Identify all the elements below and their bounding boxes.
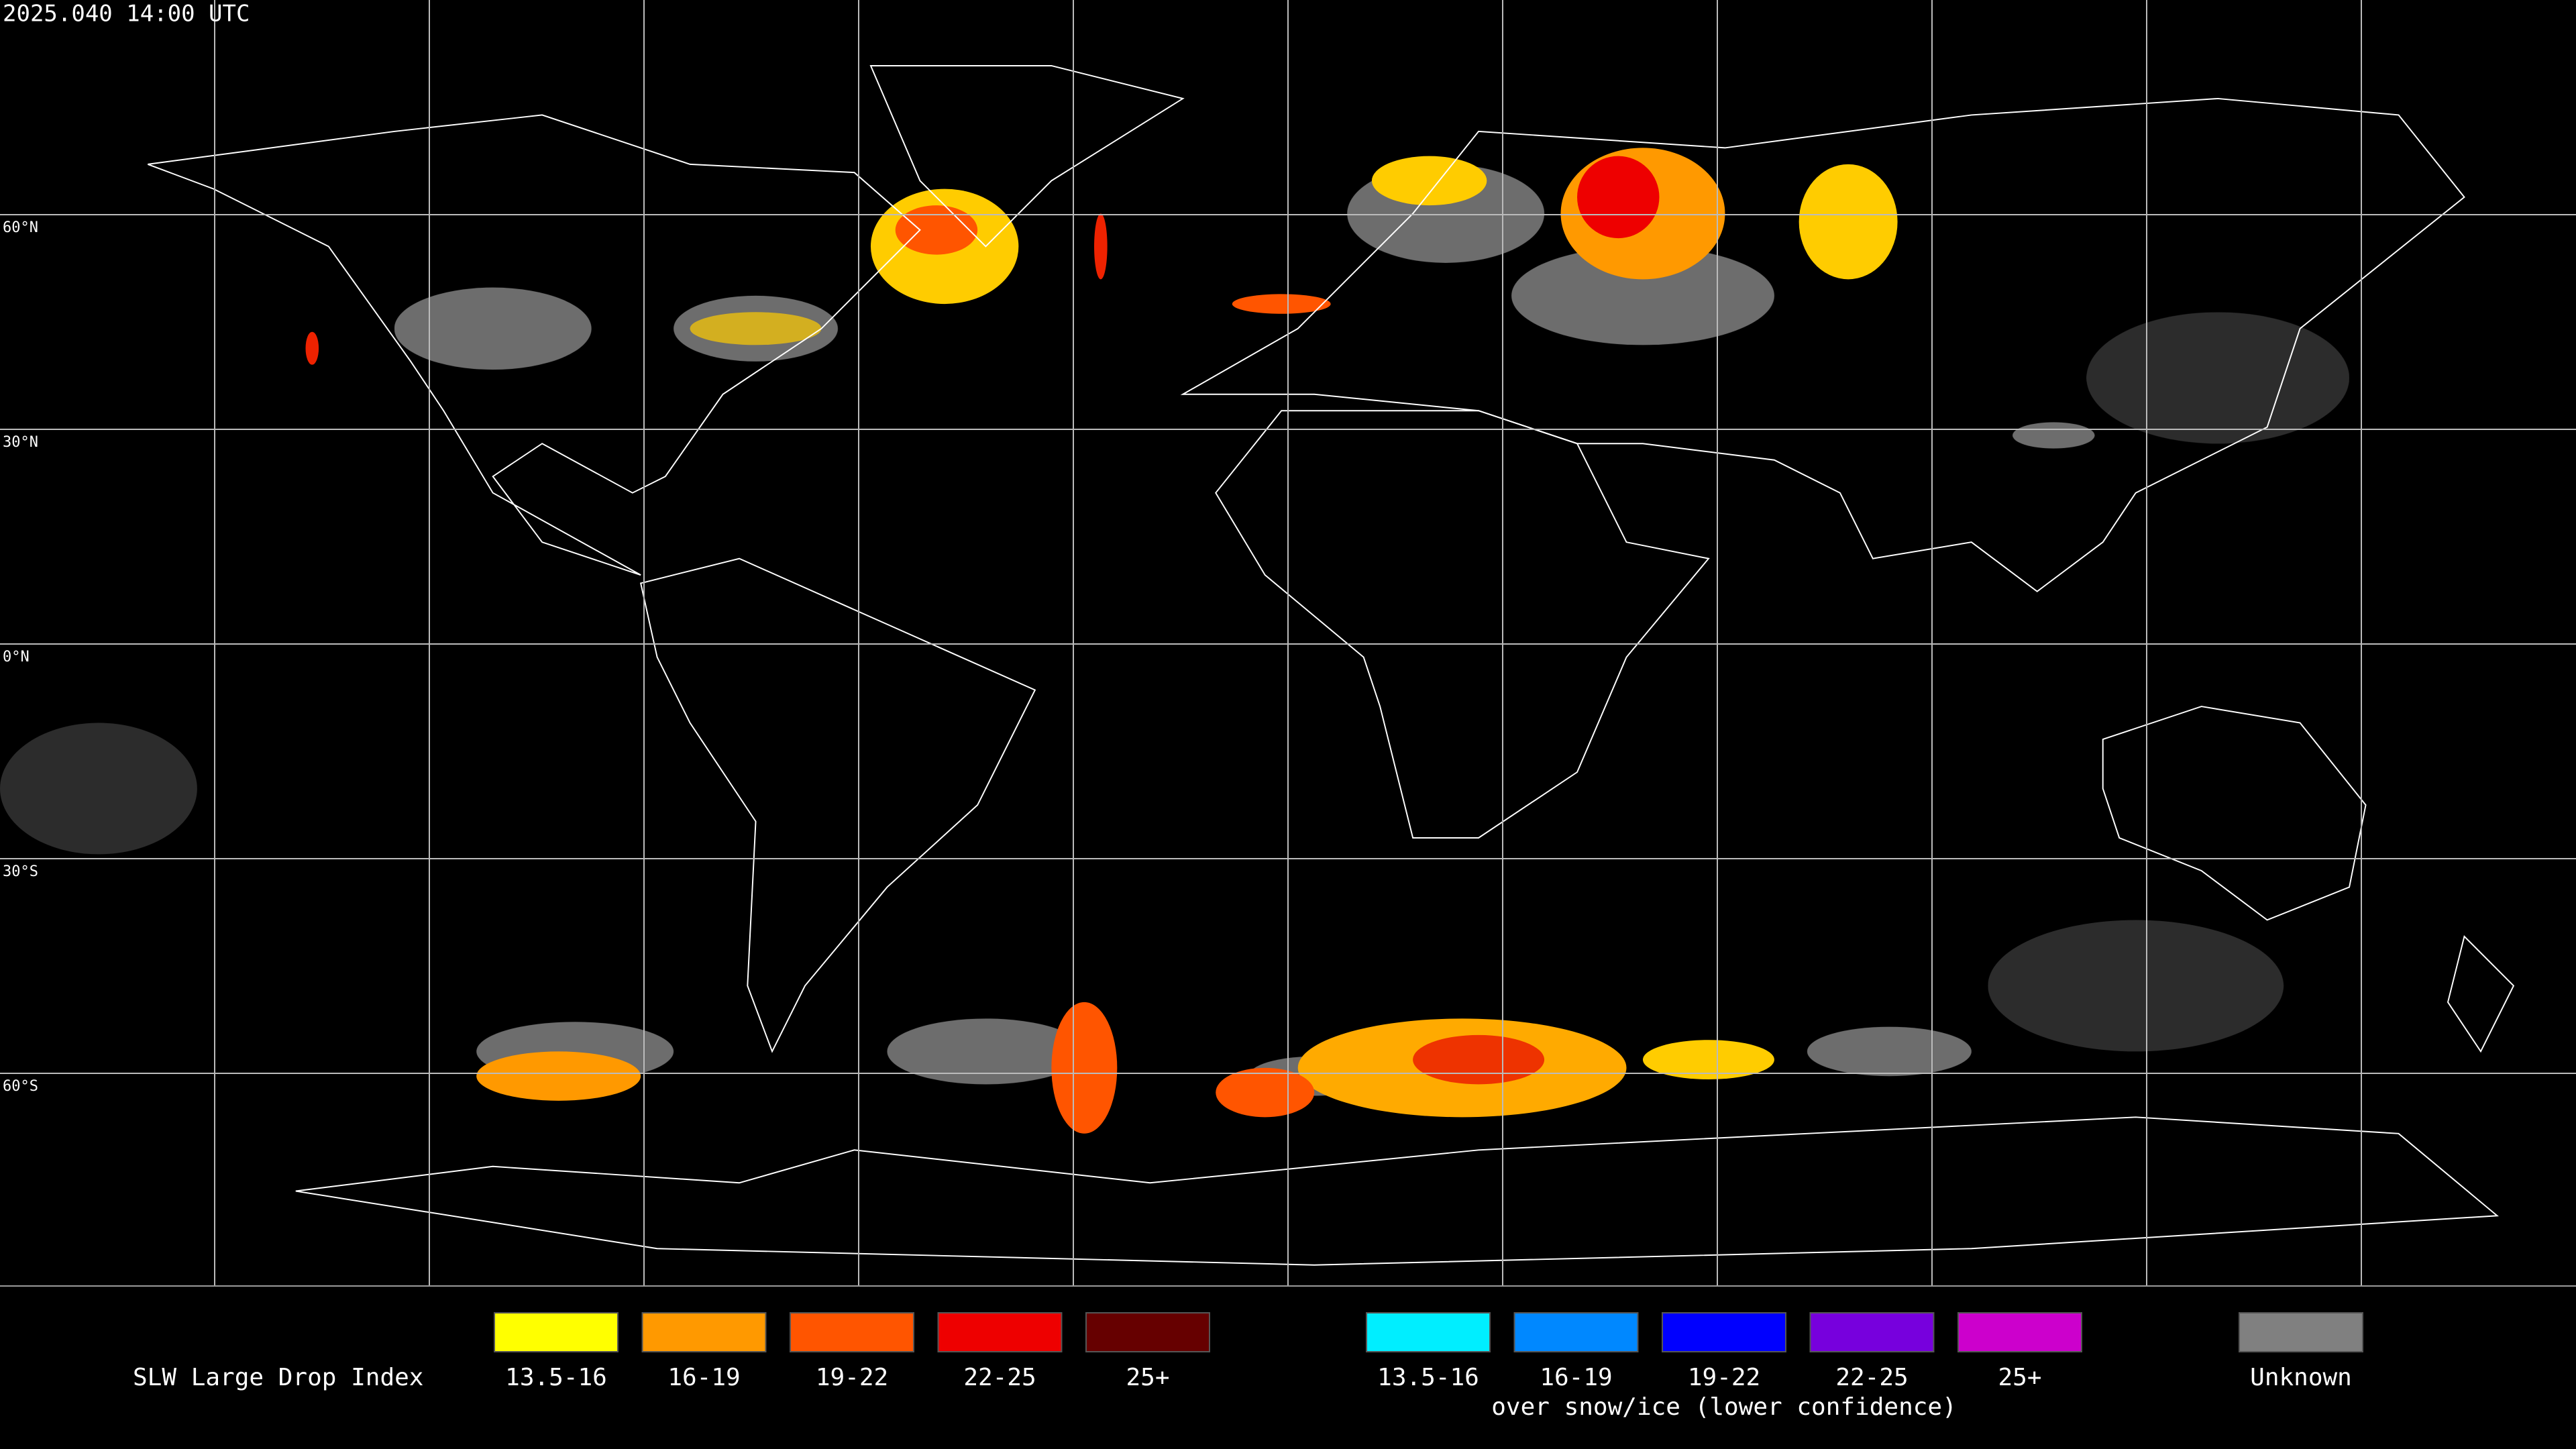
legend-swatch	[937, 1312, 1063, 1352]
latitude-label: 60°S	[3, 1078, 38, 1095]
legend-label: 13.5-16	[505, 1364, 607, 1391]
legend-swatch	[790, 1312, 914, 1352]
legend-swatch	[1513, 1312, 1639, 1352]
legend-title: SLW Large Drop Index	[133, 1364, 423, 1391]
legend-label: 19-22	[1688, 1364, 1760, 1391]
large-drop-cloud	[305, 148, 1898, 1134]
legend-label: 16-19	[667, 1364, 740, 1391]
coastlines	[148, 64, 2515, 1266]
latitude-label: 30°N	[3, 434, 38, 451]
legend-caption: over snow/ice (lower confidence)	[1491, 1393, 1957, 1421]
legend-label: 16-19	[1540, 1364, 1612, 1391]
legend-label: 19-22	[816, 1364, 888, 1391]
latitude-label: 60°N	[3, 219, 38, 236]
latitude-label: 0°N	[3, 649, 30, 665]
legend-label: 22-25	[963, 1364, 1036, 1391]
legend-swatch	[1085, 1312, 1210, 1352]
graticule	[0, 0, 2576, 1285]
legend-swatch	[1957, 1312, 2082, 1352]
legend-label: 25+	[1126, 1364, 1169, 1391]
latitude-label: 30°S	[3, 863, 38, 880]
timestamp: 2025.040 14:00 UTC	[3, 1, 250, 28]
map-imagery	[0, 64, 2515, 1266]
legend-swatch	[1809, 1312, 1935, 1352]
map-border	[0, 1285, 2576, 1287]
legend-swatch	[641, 1312, 767, 1352]
legend-swatch	[2239, 1312, 2363, 1352]
legend-label: 13.5-16	[1377, 1364, 1479, 1391]
legend-label: 25+	[1998, 1364, 2041, 1391]
legend-swatch	[1662, 1312, 1786, 1352]
legend-swatch	[494, 1312, 619, 1352]
legend-swatch	[1366, 1312, 1491, 1352]
legend-label: Unknown	[2250, 1364, 2352, 1391]
legend-label: 22-25	[1835, 1364, 1908, 1391]
